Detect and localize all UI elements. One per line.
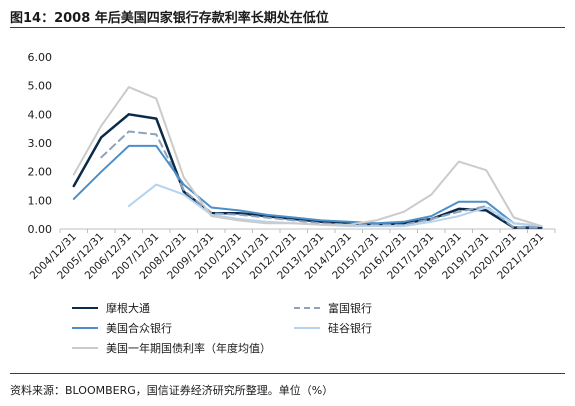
legend-swatch xyxy=(294,327,320,329)
y-tick-label: 2.00 xyxy=(28,166,53,179)
line-chart: 0.001.002.003.004.005.006.002004/12/3120… xyxy=(28,51,556,282)
y-tick-label: 6.00 xyxy=(28,51,53,64)
legend-label: 富国银行 xyxy=(328,302,372,315)
figure-title: 图14：2008 年后美国四家银行存款利率长期处在低位 xyxy=(10,11,329,26)
series-line-2 xyxy=(72,144,543,228)
legend-label: 美国一年期国债利率（年度均值） xyxy=(106,342,271,355)
bottom-rule xyxy=(10,373,565,374)
y-tick-label: 5.00 xyxy=(28,80,53,93)
y-tick-label: 3.00 xyxy=(28,137,53,150)
legend-item-usbank: 美国合众银行 xyxy=(72,320,172,336)
legend-swatch xyxy=(72,327,98,329)
legend-label: 美国合众银行 xyxy=(106,322,172,335)
legend-item-wellsfargo: 富国银行 xyxy=(294,300,372,316)
series-line-1 xyxy=(100,130,543,229)
y-tick-label: 4.00 xyxy=(28,108,53,121)
source-note: 资料来源：BLOOMBERG，国信证券经济研究所整理。单位（%） xyxy=(10,384,334,397)
legend-item-jpmorgan: 摩根大通 xyxy=(72,300,150,316)
legend-swatch xyxy=(72,347,98,349)
y-tick-label: 0.00 xyxy=(28,223,53,236)
series-line-4 xyxy=(72,86,543,228)
top-rule xyxy=(10,27,565,28)
legend-item-svb: 硅谷银行 xyxy=(294,320,372,336)
legend-label: 摩根大通 xyxy=(106,302,150,315)
chart-legend: 摩根大通 富国银行 美国合众银行 硅谷银行 美国一年期国债利率（年度均值） xyxy=(72,296,512,360)
legend-swatch xyxy=(294,307,320,309)
legend-item-treasury: 美国一年期国债利率（年度均值） xyxy=(72,340,271,356)
series-line-0 xyxy=(72,113,543,229)
y-tick-label: 1.00 xyxy=(28,194,53,207)
legend-label: 硅谷银行 xyxy=(328,322,372,335)
legend-swatch xyxy=(72,307,98,309)
